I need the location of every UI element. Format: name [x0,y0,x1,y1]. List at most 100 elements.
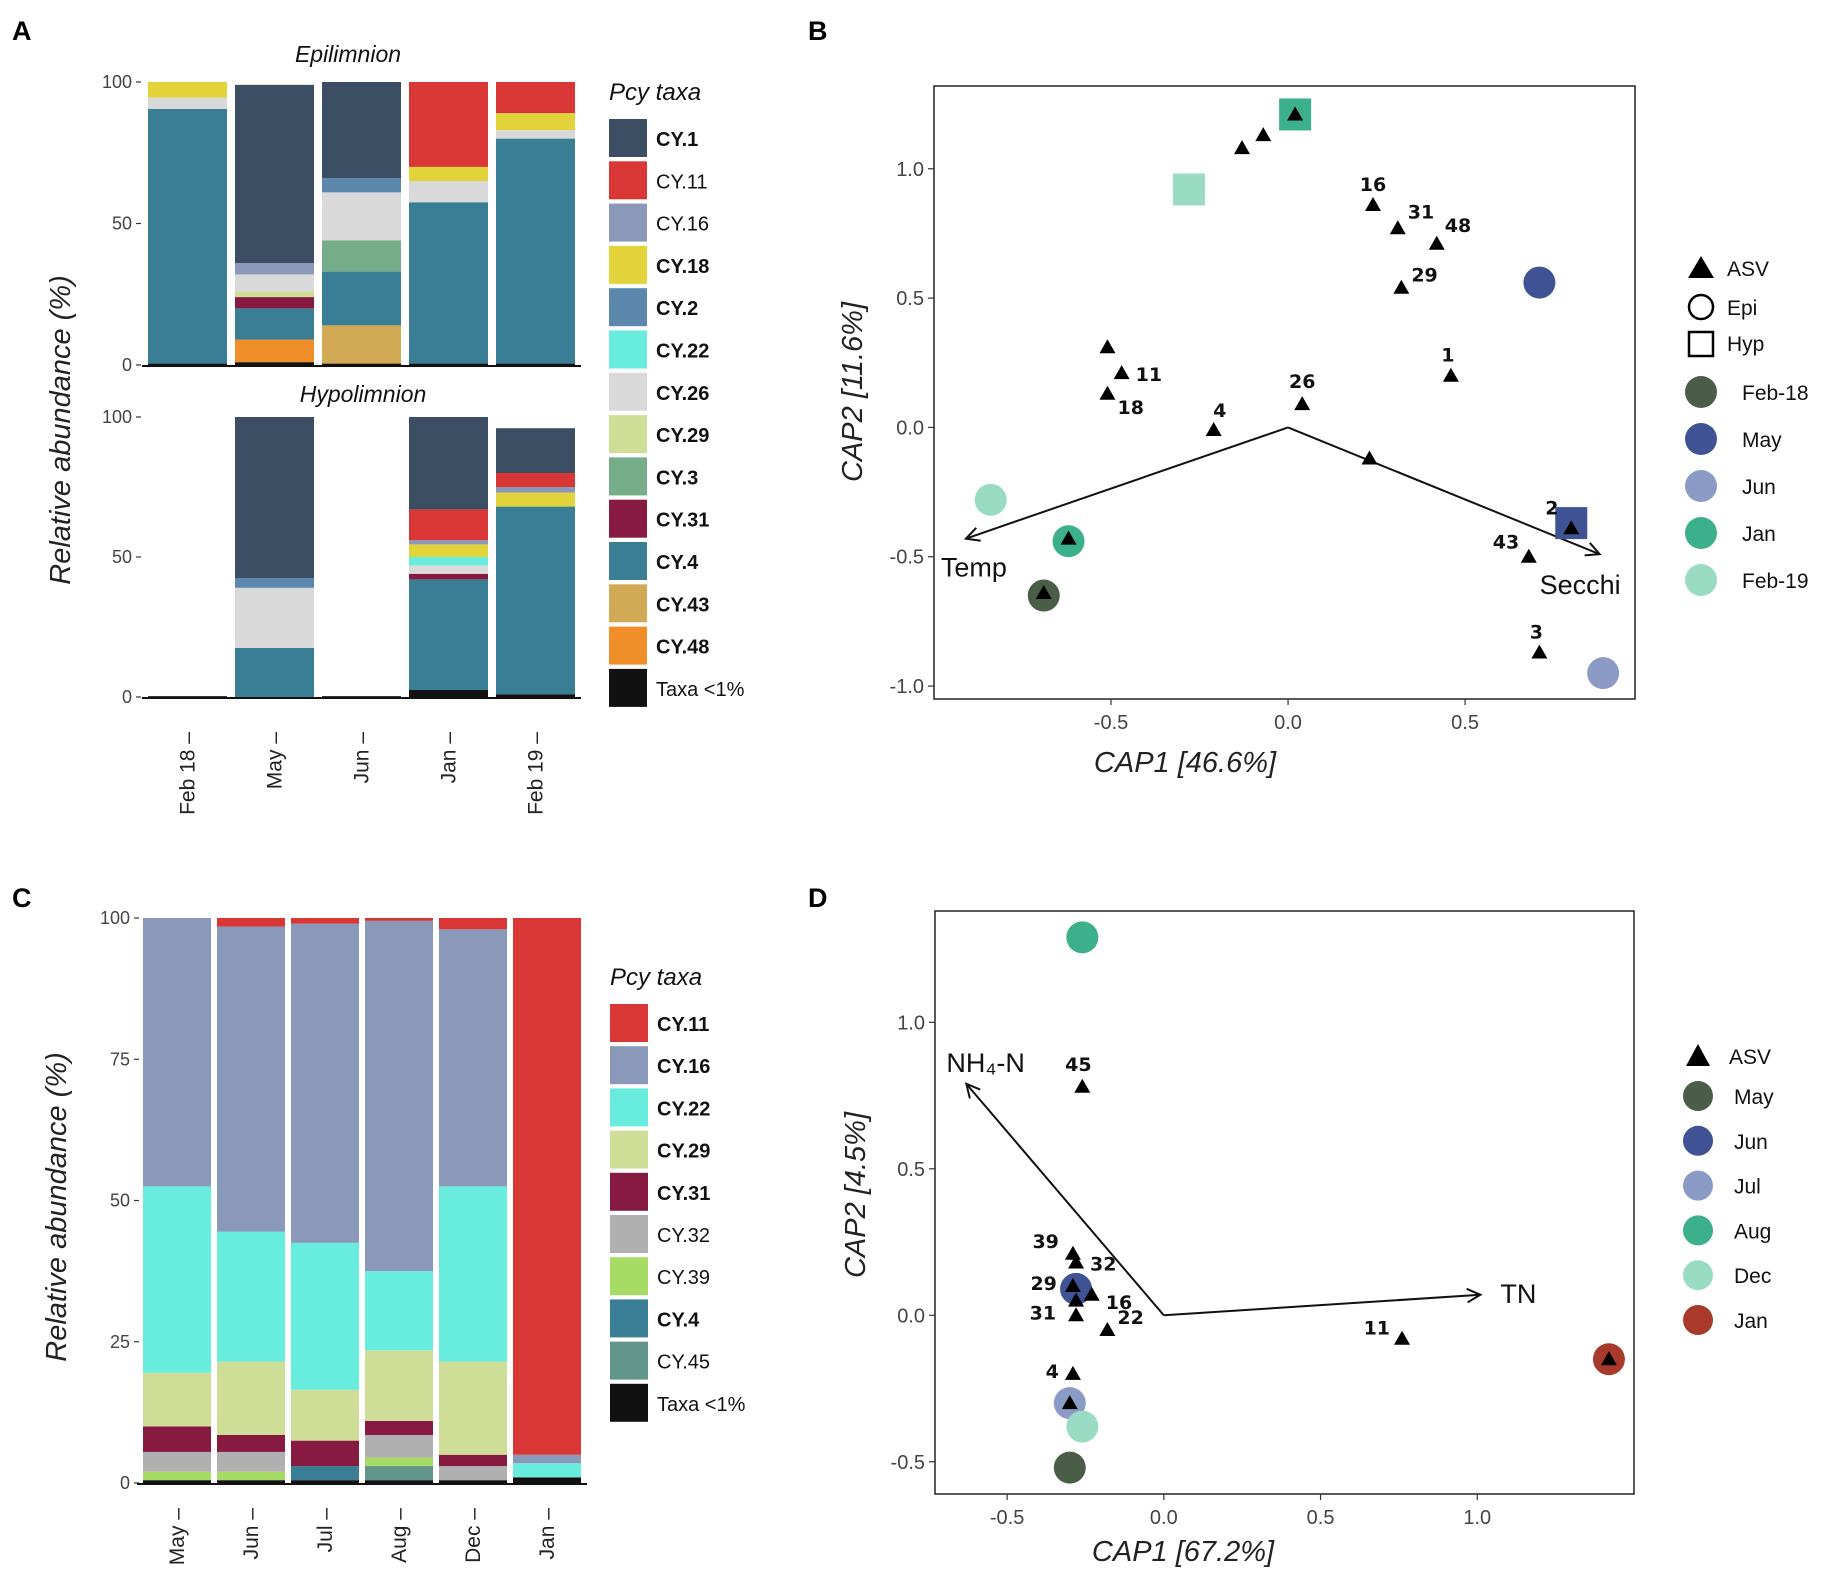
legend-month-label-dec: Dec [1734,1265,1771,1288]
bar-segment-dec-cy-32 [439,1466,507,1481]
x-tick-label-feb-19: Feb 19 – [525,732,548,815]
legend-label-cy-1: CY.1 [656,129,698,151]
bar-segment-dec-taxa-1 [439,1480,507,1483]
vector-label-tn: TN [1500,1279,1536,1309]
x-tick-label: -0.5 [1094,712,1128,734]
asv-triangle-18 [1099,385,1116,400]
legend-swatch-cy-39 [610,1257,648,1296]
legend-month-circle-jun [1683,1125,1713,1156]
bar-segment-aug-taxa-1 [365,1480,433,1483]
panel-c-legend-title: Pcy taxa [610,964,702,991]
bar-segment-jun-taxa-1 [322,363,401,365]
y-tick-label: 0 [122,687,132,707]
bar-segment-jan-cy-11 [409,82,488,167]
bar-segment-jun-cy-2 [322,178,401,193]
asv-label-16: 16 [1106,1292,1132,1314]
bar-segment-feb-18-taxa-1 [148,696,227,697]
x-tick-label-may: May – [264,732,287,790]
bar-segment-aug-cy-39 [365,1457,433,1467]
asv-triangle [1061,1395,1078,1410]
asv-label-39: 39 [1032,1231,1058,1253]
vector-label-temp: Temp [941,553,1007,583]
panel-b-month-legend: Feb-18 May Jun Jan Feb-19 [1685,376,1809,596]
panel-b-y-title: CAP2 [11.6%] [837,301,869,482]
asv-triangle-48 [1428,235,1445,250]
sample-circle-aug [1066,921,1099,954]
bar-segment-may-cy-22 [143,1186,211,1373]
bar-segment-jan-cy-16 [409,540,488,545]
legend-swatch-cy-22 [610,1088,648,1127]
bar-segment-may-cy-4 [235,648,314,697]
panel-c-y-title: Relative abundance (%) [41,1052,73,1362]
y-tick-label: 50 [110,1191,130,1211]
vector-label-nh-n: NH₄-N [946,1048,1025,1078]
asv-triangle-11 [1394,1330,1411,1345]
asv-label-45: 45 [1065,1054,1091,1076]
panel-d-month-legend: May Jun Jul Aug Dec Jan [1683,1081,1774,1335]
bar-segment-dec-cy-29 [439,1361,507,1455]
legend-label-cy-11: CY.11 [657,1014,709,1036]
legend-hyp-square-icon [1687,330,1715,358]
asv-triangle-29 [1064,1277,1081,1292]
asv-label-31: 31 [1408,201,1434,223]
legend-month-circle-jul [1683,1170,1713,1201]
bar-segment-jan-taxa-1 [409,363,488,365]
legend-swatch-cy-31 [610,1172,648,1211]
legend-month-circle-jan [1685,517,1717,549]
bar-segment-jun-taxa-1 [322,696,401,697]
legend-swatch-cy-16 [609,203,647,242]
bar-segment-jun-cy-22 [217,1231,285,1362]
legend-label-cy-16: CY.16 [657,1056,710,1078]
bar-segment-jul-cy-29 [291,1389,359,1441]
y-tick-label: 50 [112,214,132,234]
bar-segment-feb-19-cy-11 [496,473,575,487]
bar-segment-feb-18-taxa-1 [148,363,227,365]
legend-swatch-cy-18 [609,245,647,284]
legend-month-label-may: May [1742,429,1782,452]
bar-segment-aug-cy-11 [365,918,433,921]
bar-segment-may-cy-29 [235,291,314,298]
x-tick-label-jun: Jun – [351,732,374,784]
legend-month-label-jun: Jun [1734,1131,1768,1154]
asv-triangle [1099,339,1116,354]
asv-triangle-16 [1365,196,1382,211]
bar-segment-jan-cy-11 [513,918,581,1455]
asv-label-32: 32 [1090,1254,1116,1276]
bar-segment-feb-18-cy-18 [148,82,227,98]
asv-label-1: 1 [1441,345,1454,367]
y-tick-label: 0.5 [897,1159,925,1181]
panel-c-legend: CY.11 CY.16 CY.22 CY.29 CY.31 CY.32 CY.39 CY.4 C… [610,1004,746,1422]
asv-label-11: 11 [1364,1318,1390,1340]
bar-segment-dec-cy-22 [439,1186,507,1362]
legend-label-taxa-1: Taxa <1% [657,1394,746,1416]
asv-triangle-4 [1205,422,1222,437]
x-tick-label: 0.5 [1451,712,1479,734]
x-tick-label-jul: Jul – [314,1508,337,1553]
bar-segment-jun-taxa-1 [217,1480,285,1483]
legend-month-circle-may [1685,423,1717,455]
y-tick-label: 50 [112,547,132,567]
bar-segment-aug-cy-22 [365,1271,433,1351]
bar-segment-aug-cy-31 [365,1420,433,1435]
bar-segment-jun-cy-4 [322,271,401,326]
legend-month-label-feb-19: Feb-19 [1742,570,1809,593]
bar-segment-may-cy-1 [235,417,314,578]
sample-circle-feb-19 [974,483,1007,516]
legend-month-circle-aug [1683,1215,1713,1246]
epilimnion-title: Epilimnion [295,41,401,67]
asv-triangle-22 [1099,1321,1116,1336]
panel-b-ordination: -0.5 0.0 0.5 -1.0 -0.5 0.0 0.5 1.0 Temp Secchi 1… [837,85,1809,779]
legend-swatch-cy-4 [610,1299,648,1338]
bar-segment-aug-cy-45 [365,1466,433,1481]
legend-asv-triangle-icon [1688,256,1714,278]
bar-segment-may-cy-4 [235,308,314,340]
bar-segment-jan-cy-31 [409,573,488,580]
x-tick-label: 1.0 [1463,1507,1491,1529]
bar-segment-jun-cy-26 [322,192,401,241]
asv-triangle-1 [1442,367,1459,382]
asv-triangle [1255,127,1272,142]
bar-segment-may-cy-32 [143,1451,211,1472]
legend-label-cy-31: CY.31 [657,1183,710,1205]
x-tick-label: 0.0 [1274,712,1302,734]
